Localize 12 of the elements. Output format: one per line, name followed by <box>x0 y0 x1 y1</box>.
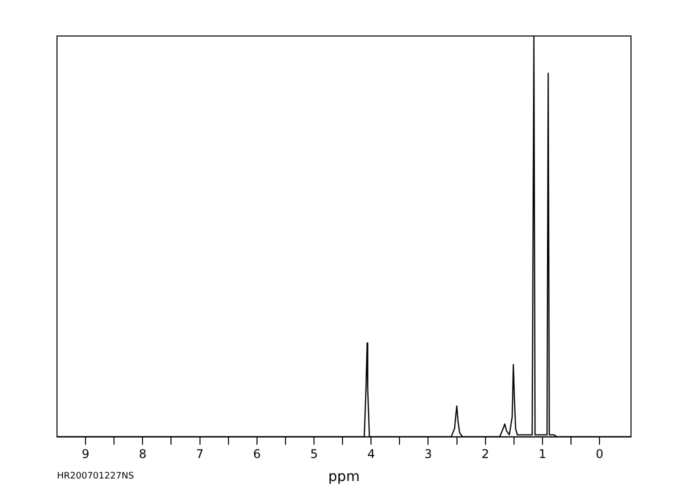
text: HR200701227NS <box>57 471 134 482</box>
x-tick-label: 8 <box>138 447 146 462</box>
x-axis-title: ppm <box>328 469 360 486</box>
x-tick-label: 1 <box>538 447 546 462</box>
x-tick-label: 6 <box>253 447 261 462</box>
x-tick-label: 0 <box>596 447 604 462</box>
x-tick-label: 9 <box>82 447 90 462</box>
x-tick-label: 5 <box>310 447 318 462</box>
x-tick-label: 7 <box>196 447 204 462</box>
x-tick-label: 4 <box>367 447 375 462</box>
x-tick-label: 2 <box>482 447 490 462</box>
x-tick-label: 3 <box>424 447 432 462</box>
